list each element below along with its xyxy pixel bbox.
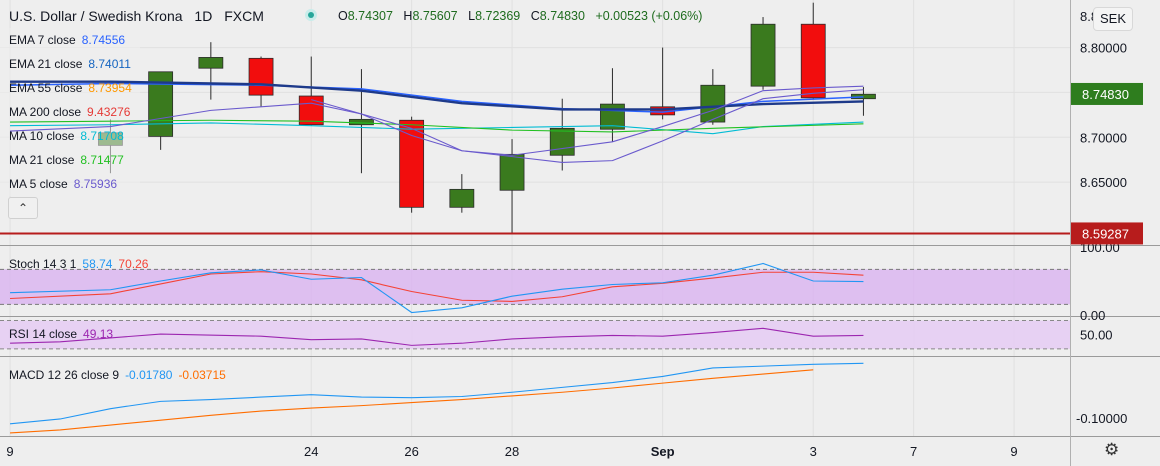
legend-value: 8.75936: [73, 177, 118, 191]
legend-label: RSI 14 close: [9, 327, 78, 341]
candle-body: [449, 188, 475, 208]
legend-label: MA 200 close: [9, 105, 82, 119]
legend-label: MACD 12 26 close 9: [9, 368, 120, 382]
rsi-tick-label: 50.00: [1080, 328, 1113, 343]
candle-body: [549, 127, 575, 156]
macd-signal-line: [10, 369, 814, 434]
time-tick-label: 26: [404, 444, 418, 459]
chevron-up-icon: ⌃: [17, 201, 29, 215]
last-price-badge-text: 8.74830: [1082, 87, 1129, 102]
price-tick-label: 8.70000: [1080, 130, 1127, 145]
low-value: 8.72369: [475, 9, 521, 23]
legend-value: 8.71708: [80, 129, 124, 143]
price-level-badge: [1071, 222, 1143, 245]
last-price-badge: [1071, 82, 1143, 105]
price-level-badge-text: 8.59287: [1082, 226, 1129, 241]
high-label: H: [403, 9, 413, 23]
source-label: FXCM: [224, 8, 264, 24]
ma-line: [10, 89, 864, 163]
rsi-band: [0, 320, 1070, 349]
market-status-icon: [305, 9, 317, 21]
candle-body: [248, 57, 274, 96]
legend-ema55[interactable]: EMA 55 close 8.73954: [9, 81, 132, 95]
close-value: 8.74830: [539, 9, 585, 23]
time-tick-label: 9: [1010, 444, 1017, 459]
time-tick-label: Sep: [651, 444, 675, 459]
time-tick-label: 9: [6, 444, 13, 459]
high-value: 8.75607: [412, 9, 458, 23]
time-tick-label: 24: [304, 444, 318, 459]
low-label: L: [468, 9, 476, 23]
open-value: 8.74307: [347, 9, 393, 23]
legend-value: 70.26: [118, 257, 149, 271]
candle-body: [700, 84, 726, 123]
change-value: +0.00523 (+0.06%): [595, 9, 703, 23]
candle-body: [851, 93, 876, 100]
time-tick-label: 28: [505, 444, 519, 459]
legend-macd[interactable]: MACD 12 26 close 9 -0.01780 -0.03715: [9, 368, 226, 382]
collapse-legend-button[interactable]: ⌃: [8, 197, 38, 219]
ma-line: [311, 85, 864, 156]
ohlc-readout: O8.74307 H8.75607 L8.72369 C8.74830 +0.0…: [338, 9, 709, 23]
interval-label[interactable]: 1D: [194, 8, 213, 24]
legend-label: EMA 7 close: [9, 33, 76, 47]
legend-rsi[interactable]: RSI 14 close 49.13: [9, 327, 113, 341]
candle-body: [750, 23, 776, 87]
macd-line: [9, 362, 864, 425]
candle-body: [800, 23, 826, 99]
legend-ma10[interactable]: MA 10 close 8.71708: [9, 129, 124, 143]
legend-value: 8.74556: [81, 33, 126, 47]
time-tick-label: 3: [810, 444, 817, 459]
candle-body: [349, 118, 374, 126]
price-tick-label: 8.65000: [1080, 175, 1127, 190]
legend-value: -0.03715: [178, 368, 226, 382]
stoch-k-line: [10, 262, 864, 314]
candle-body: [298, 95, 324, 126]
legend-label: MA 21 close: [9, 153, 75, 167]
open-label: O: [338, 9, 348, 23]
legend-backdrop: [0, 28, 140, 196]
legend-value: 8.73954: [88, 81, 132, 95]
stoch-band: [0, 269, 1070, 305]
candle-body: [499, 153, 525, 191]
legend-value: -0.01780: [125, 368, 173, 382]
legend-label: MA 5 close: [9, 177, 68, 191]
currency-button[interactable]: SEK: [1093, 7, 1133, 31]
macd-tick-label: -0.10000: [1076, 411, 1127, 426]
legend-value: 49.13: [83, 327, 114, 341]
legend-value: 8.71477: [80, 153, 124, 167]
price-tick-label: 8.80000: [1080, 41, 1127, 56]
chart-header: U.S. Dollar / Swedish Krona 1D FXCM: [9, 8, 264, 24]
stoch-tick-label: 0.00: [1080, 308, 1105, 323]
candle-body: [399, 119, 425, 208]
legend-value: 58.74: [82, 257, 113, 271]
legend-value: 8.74011: [88, 57, 131, 71]
legend-label: Stoch 14 3 1: [9, 257, 77, 271]
legend-label: EMA 21 close: [9, 57, 83, 71]
legend-label: MA 10 close: [9, 129, 75, 143]
legend-label: EMA 55 close: [9, 81, 83, 95]
legend-ema7[interactable]: EMA 7 close 8.74556: [9, 33, 125, 47]
legend-ma5[interactable]: MA 5 close 8.75936: [9, 177, 117, 191]
legend-ema21[interactable]: EMA 21 close 8.74011: [9, 57, 131, 71]
ma-line: [10, 121, 864, 135]
close-label: C: [530, 9, 540, 23]
symbol-title[interactable]: U.S. Dollar / Swedish Krona: [9, 8, 183, 24]
gear-icon[interactable]: ⚙: [1104, 440, 1120, 459]
legend-value: 9.43276: [87, 105, 131, 119]
legend-ma21[interactable]: MA 21 close 8.71477: [9, 153, 124, 167]
time-tick-label: 7: [910, 444, 917, 459]
legend-ma200[interactable]: MA 200 close 9.43276: [9, 105, 130, 119]
ma-line: [10, 80, 864, 111]
candle-body: [198, 57, 224, 69]
legend-stoch[interactable]: Stoch 14 3 1 58.74 70.26: [9, 257, 148, 271]
rsi-line: [10, 327, 864, 346]
stoch-d-line: [10, 271, 864, 302]
